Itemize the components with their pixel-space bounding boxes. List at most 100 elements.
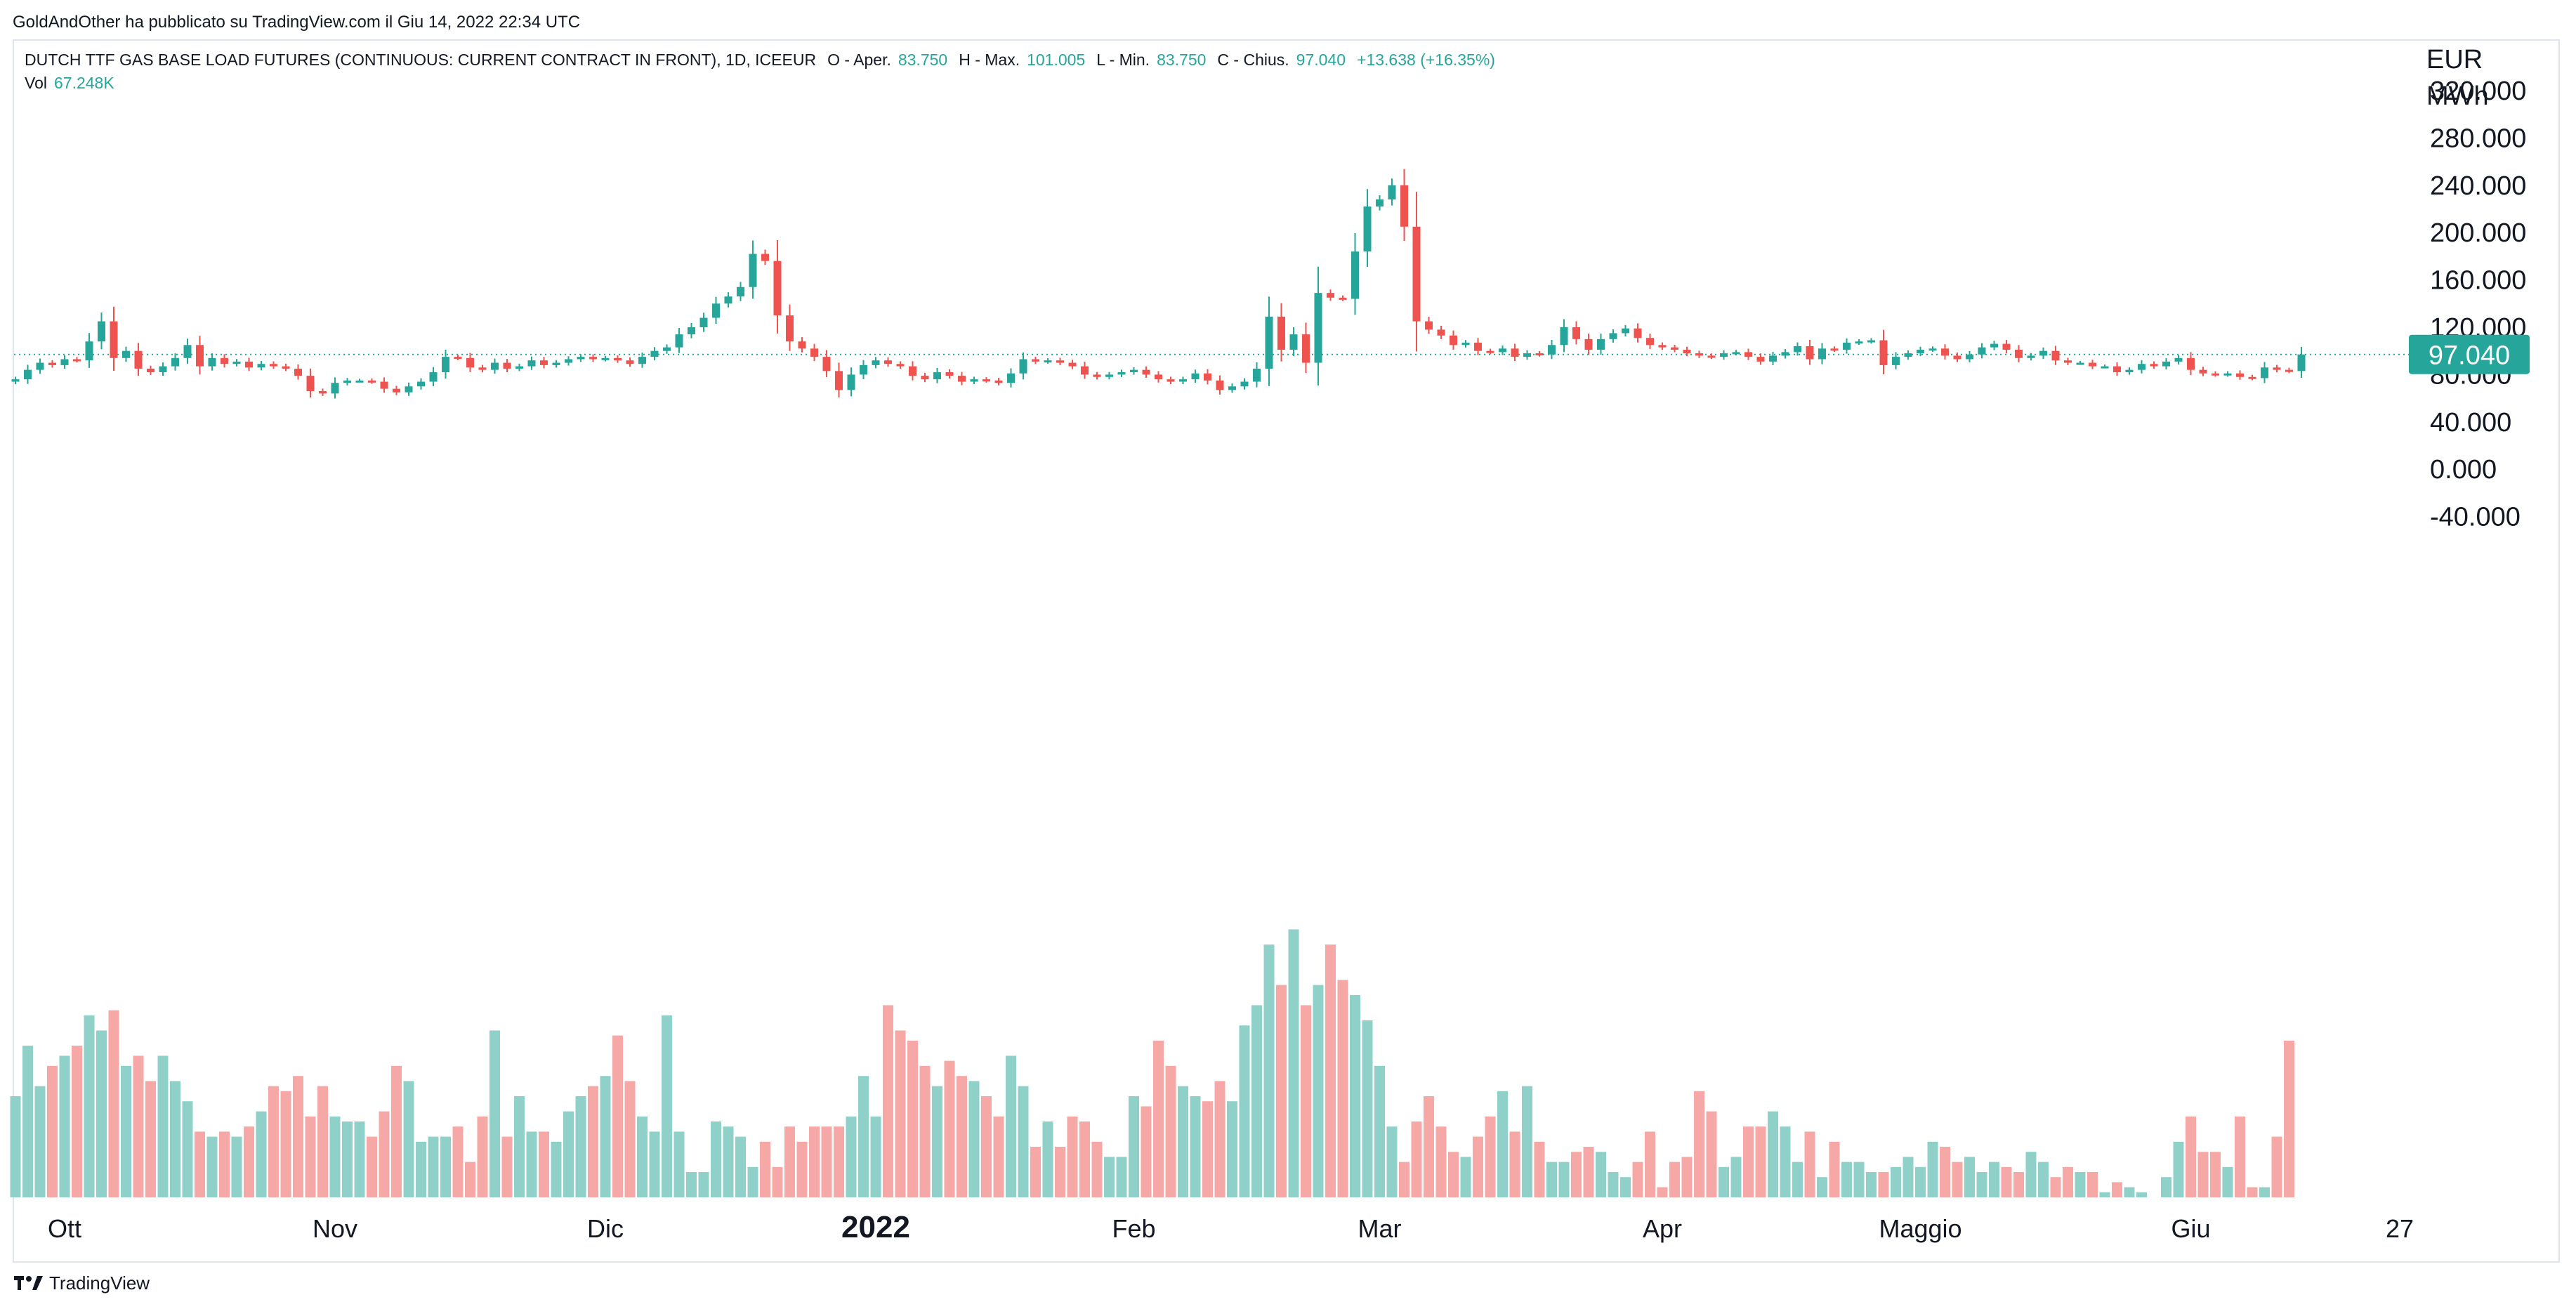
candle-body (1535, 353, 1544, 356)
last-price-badge (2409, 334, 2530, 374)
volume-bar (1473, 1136, 1483, 1197)
volume-bar (993, 1116, 1004, 1197)
volume-bar (2025, 1152, 2037, 1197)
volume-bar (501, 1136, 513, 1197)
volume-bar (121, 1065, 131, 1197)
candle-body (1646, 338, 1654, 346)
volume-bar (477, 1116, 488, 1197)
candle-body (36, 362, 44, 370)
candle-body (331, 383, 339, 394)
volume-bar (244, 1126, 254, 1197)
volume-bar (1153, 1040, 1164, 1197)
volume-bar (2038, 1162, 2049, 1197)
low-label: L - Min. (1096, 51, 1150, 69)
candle-body (1388, 185, 1396, 200)
volume-bar (1350, 995, 1360, 1197)
candle-body (688, 327, 695, 335)
candle-body (380, 381, 388, 389)
unit-energy: MWh (2426, 81, 2489, 111)
footer-brand[interactable]: TradingView (14, 1272, 150, 1294)
volume-bar (600, 1076, 611, 1197)
candle-body (1892, 357, 1900, 365)
candle-body (761, 254, 769, 261)
volume-bar (1362, 1020, 1373, 1197)
volume-bar (895, 1030, 906, 1197)
volume-bar (1129, 1096, 1139, 1197)
candle-body (257, 364, 265, 368)
volume-bar (2136, 1192, 2147, 1197)
candle-body (2248, 376, 2256, 379)
candle-body (2162, 361, 2170, 367)
candle-body (2101, 366, 2109, 369)
volume-bar (1964, 1157, 1975, 1197)
candle-body (343, 380, 351, 383)
volume-bar (1730, 1157, 1742, 1197)
volume-bar (1669, 1162, 1680, 1197)
candle-body (60, 359, 69, 365)
volume-bar (563, 1111, 574, 1197)
volume-bar (1141, 1106, 1152, 1197)
volume-bar (182, 1101, 193, 1197)
candle-body (650, 350, 659, 357)
candle-body (2273, 367, 2281, 370)
time-tick-label: Feb (1112, 1214, 1155, 1243)
volume-bar (1866, 1172, 1877, 1197)
candle-body (958, 376, 966, 382)
volume-bar (1620, 1177, 1631, 1197)
candle-body (712, 303, 720, 318)
volume-bar (919, 1065, 931, 1197)
volume-bar (1952, 1162, 1963, 1197)
candle-body (2212, 373, 2219, 376)
volume-bar (1853, 1162, 1865, 1197)
candle-body (860, 364, 867, 375)
candle-body (442, 357, 449, 373)
volume-bar (2013, 1172, 2024, 1197)
candle-body (1081, 366, 1089, 375)
candle-body (983, 379, 990, 382)
candle-body (1179, 379, 1187, 382)
candle-body (1400, 185, 1408, 227)
candle-body (749, 254, 757, 287)
candle-body (1289, 334, 1298, 350)
candle-body (1978, 347, 1986, 355)
last-price-label: 97.040 (2429, 341, 2510, 371)
candle-body (921, 376, 929, 380)
time-tick-label: 2022 (841, 1210, 910, 1244)
candle-body (847, 374, 855, 390)
candle-body (724, 296, 732, 304)
candle-body (503, 362, 511, 369)
volume-bar (1768, 1111, 1778, 1197)
candle-body (1818, 348, 1826, 360)
volume-bar (72, 1046, 82, 1197)
candle-body (1928, 348, 1937, 351)
candle-body (48, 362, 56, 365)
candle-body (319, 390, 327, 394)
volume-bar (367, 1136, 377, 1197)
candle-body (122, 350, 130, 358)
candle-body (417, 381, 425, 387)
volume-value: 67.248K (53, 74, 114, 92)
volume-bar (612, 1035, 623, 1197)
volume-bar (1239, 1025, 1250, 1197)
volume-bar (354, 1121, 365, 1197)
candle-body (1486, 350, 1494, 353)
candle-body (1990, 343, 1998, 348)
candle-body (872, 360, 880, 365)
chart-legend: DUTCH TTF GAS BASE LOAD FUTURES (CONTINU… (25, 51, 1495, 97)
unit-currency: EUR (2426, 45, 2483, 74)
symbol-title: DUTCH TTF GAS BASE LOAD FUTURES (CONTINU… (25, 51, 817, 69)
volume-bar (1903, 1157, 1914, 1197)
time-tick-label: Ott (48, 1214, 81, 1243)
candle-body (737, 287, 744, 297)
candle-body (884, 360, 892, 364)
volume-bar (1067, 1116, 1078, 1197)
volume-bar (256, 1111, 267, 1197)
volume-bar (2271, 1136, 2282, 1197)
volume-bar (1411, 1121, 1422, 1197)
candle-body (2002, 343, 2011, 350)
volume-bar (698, 1172, 709, 1197)
volume-bar (1657, 1187, 1668, 1197)
volume-bar (465, 1162, 475, 1197)
high-value: 101.005 (1027, 51, 1086, 69)
